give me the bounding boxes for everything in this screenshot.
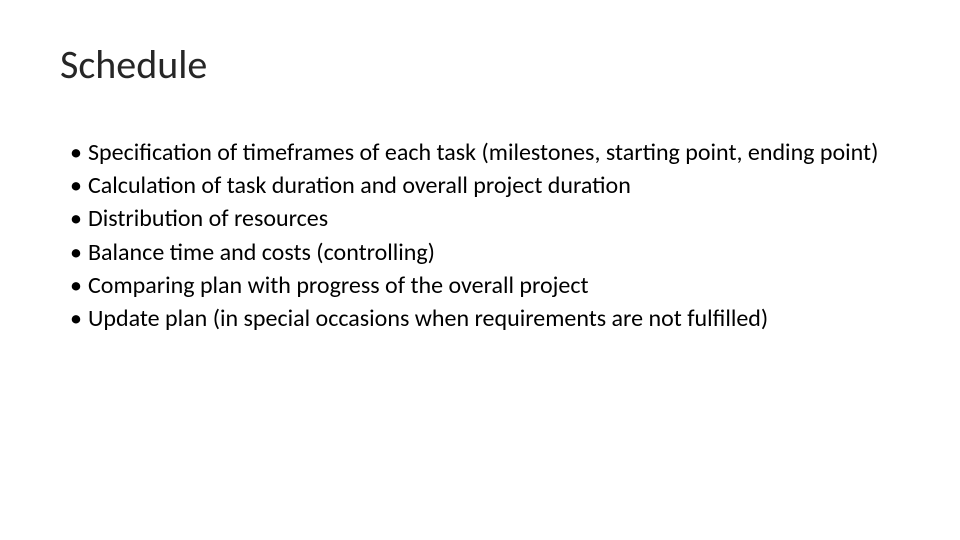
list-item: Balance time and costs (controlling): [70, 237, 900, 268]
list-item: Comparing plan with progress of the over…: [70, 270, 900, 301]
list-item: Calculation of task duration and overall…: [70, 170, 900, 201]
list-item: Specification of timeframes of each task…: [70, 137, 900, 168]
bullet-list: Specification of timeframes of each task…: [60, 137, 900, 334]
list-item: Update plan (in special occasions when r…: [70, 303, 900, 334]
list-item: Distribution of resources: [70, 203, 900, 234]
slide-container: Schedule Specification of timeframes of …: [0, 0, 960, 540]
slide-title: Schedule: [60, 40, 900, 89]
